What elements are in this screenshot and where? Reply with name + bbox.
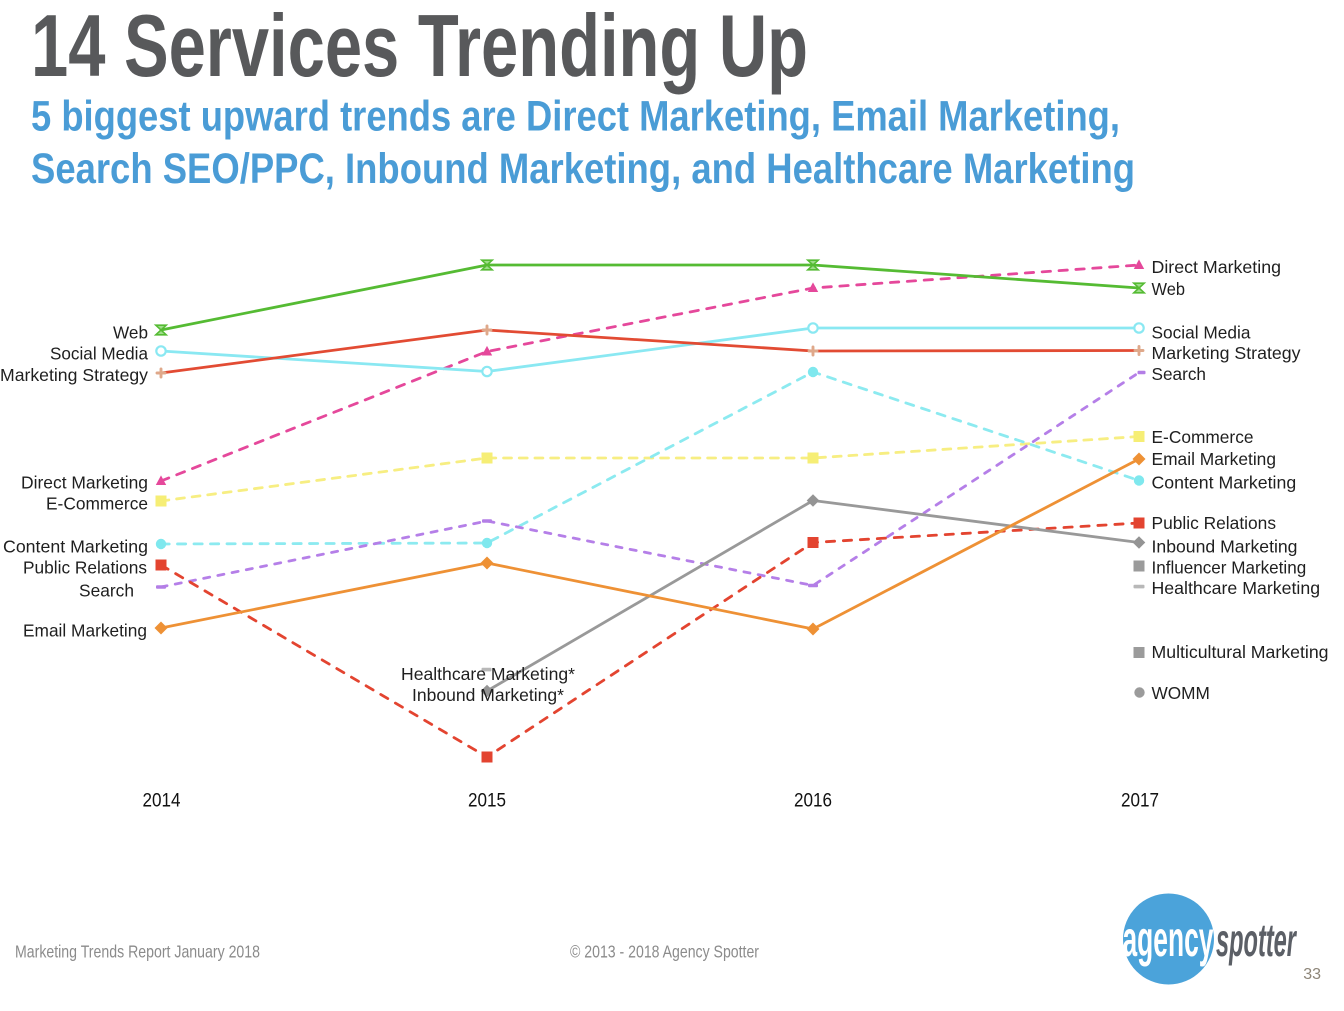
svg-text:2014: 2014	[143, 791, 181, 812]
svg-text:Web: Web	[1152, 279, 1186, 299]
svg-text:Influencer Marketing: Influencer Marketing	[1152, 558, 1307, 578]
svg-text:Marketing Strategy: Marketing Strategy	[0, 365, 148, 385]
svg-text:Healthcare Marketing: Healthcare Marketing	[1152, 578, 1321, 598]
svg-text:Email Marketing: Email Marketing	[1152, 449, 1277, 469]
svg-text:E-Commerce: E-Commerce	[1152, 427, 1254, 447]
svg-text:Social Media: Social Media	[1152, 323, 1251, 343]
svg-text:2016: 2016	[794, 791, 832, 812]
svg-text:Content Marketing: Content Marketing	[3, 537, 148, 557]
svg-text:Healthcare Marketing*: Healthcare Marketing*	[401, 664, 575, 684]
svg-text:Inbound Marketing: Inbound Marketing	[1152, 537, 1298, 557]
svg-text:Marketing Trends Report Januar: Marketing Trends Report January 2018	[15, 942, 260, 962]
svg-text:Search: Search	[79, 581, 134, 601]
svg-text:14 Services Trending Up: 14 Services Trending Up	[31, 0, 808, 95]
svg-text:Inbound Marketing*: Inbound Marketing*	[412, 685, 564, 705]
svg-text:spotter: spotter	[1216, 914, 1297, 966]
svg-text:Multicultural Marketing: Multicultural Marketing	[1152, 642, 1329, 662]
svg-text:33: 33	[1303, 966, 1321, 983]
svg-text:5 biggest upward trends are Di: 5 biggest upward trends are Direct Marke…	[31, 93, 1120, 141]
svg-text:Direct Marketing: Direct Marketing	[21, 473, 148, 493]
svg-text:Marketing Strategy: Marketing Strategy	[1152, 343, 1301, 363]
svg-text:agency: agency	[1123, 911, 1214, 967]
svg-text:2015: 2015	[468, 791, 506, 812]
svg-text:Social Media: Social Media	[50, 344, 148, 364]
svg-text:Web: Web	[113, 323, 148, 343]
svg-text:Search SEO/PPC, Inbound Market: Search SEO/PPC, Inbound Marketing, and H…	[31, 145, 1135, 193]
svg-text:Public Relations: Public Relations	[23, 558, 147, 578]
svg-text:Search: Search	[1152, 364, 1207, 384]
svg-text:Public Relations: Public Relations	[1152, 513, 1277, 533]
svg-text:2017: 2017	[1121, 791, 1159, 812]
svg-text:Email Marketing: Email Marketing	[23, 621, 147, 641]
svg-text:E-Commerce: E-Commerce	[46, 494, 148, 514]
svg-text:Content Marketing: Content Marketing	[1152, 473, 1297, 493]
svg-text:© 2013 - 2018 Agency Spotter: © 2013 - 2018 Agency Spotter	[570, 942, 759, 962]
svg-text:WOMM: WOMM	[1152, 683, 1210, 703]
svg-text:Direct Marketing: Direct Marketing	[1152, 257, 1282, 277]
